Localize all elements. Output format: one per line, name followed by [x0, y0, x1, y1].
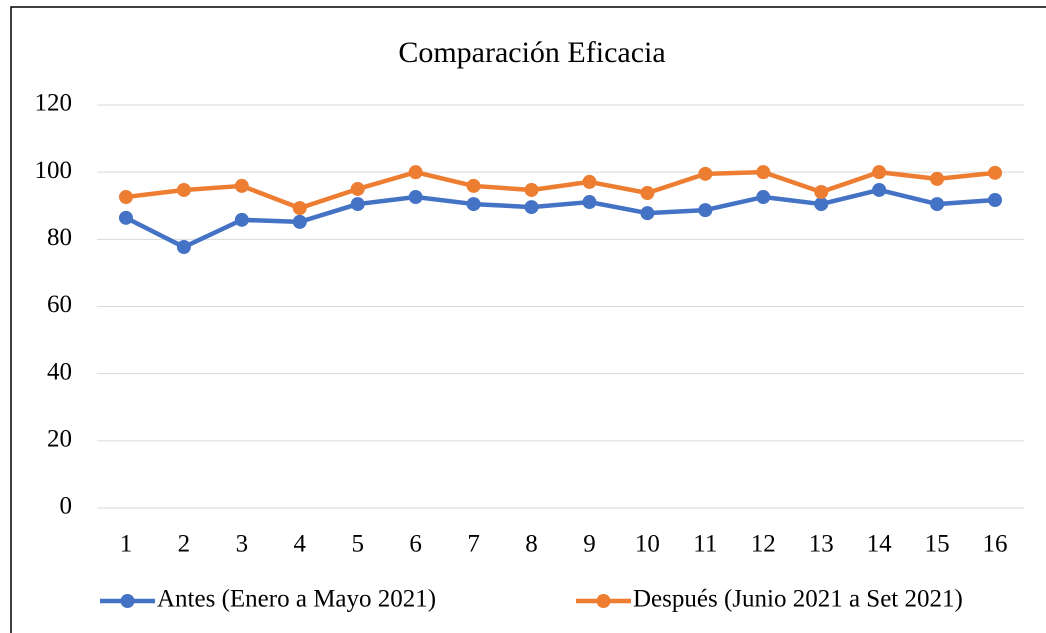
point	[466, 197, 481, 212]
point	[176, 182, 191, 197]
chart-frame	[10, 6, 1046, 633]
x-tick-label: 9	[583, 531, 596, 558]
point	[640, 185, 655, 200]
x-tick-label: 10	[635, 531, 660, 558]
point	[234, 212, 249, 227]
point	[118, 210, 133, 225]
x-tick-label: 12	[751, 531, 776, 558]
point	[698, 203, 713, 218]
chart-title: Comparación Eficacia	[398, 36, 665, 69]
series-line	[124, 187, 996, 250]
point	[988, 193, 1003, 208]
point	[814, 184, 829, 199]
x-tick-label: 3	[236, 531, 249, 558]
point	[292, 214, 307, 229]
x-tick-label: 8	[525, 531, 538, 558]
point	[930, 197, 945, 212]
x-tick-label: 4	[294, 531, 307, 558]
point	[350, 181, 365, 196]
y-tick-label: 60	[47, 291, 72, 318]
x-tick-label: 5	[351, 531, 364, 558]
point	[524, 200, 539, 215]
point	[582, 174, 597, 189]
x-tick-label: 15	[925, 531, 950, 558]
y-tick-label: 100	[35, 157, 73, 184]
y-tick-label: 80	[47, 224, 72, 251]
point	[872, 182, 887, 197]
point	[756, 165, 771, 180]
x-tick-label: 7	[467, 531, 480, 558]
series-line	[125, 169, 996, 211]
point	[872, 165, 887, 180]
legend-marker	[596, 594, 611, 608]
point	[408, 190, 423, 205]
point	[118, 190, 133, 205]
point	[234, 178, 249, 193]
y-tick-label: 20	[47, 426, 72, 453]
point	[756, 190, 771, 205]
x-tick-label: 6	[409, 531, 422, 558]
point	[524, 182, 539, 197]
legend-label: Después (Junio 2021 a Set 2021)	[633, 586, 963, 613]
point	[988, 165, 1003, 180]
point	[350, 197, 365, 212]
point	[930, 171, 945, 186]
point	[640, 206, 655, 221]
point	[582, 195, 597, 210]
point	[176, 240, 191, 255]
legend-label: Antes (Enero a Mayo 2021)	[157, 586, 436, 613]
x-tick-label: 11	[693, 531, 717, 558]
point	[698, 166, 713, 181]
y-tick-label: 40	[47, 358, 72, 385]
x-tick-label: 2	[178, 531, 191, 558]
y-tick-label: 0	[60, 493, 73, 520]
x-tick-label: 1	[120, 531, 133, 558]
point	[466, 178, 481, 193]
point	[292, 201, 307, 216]
point	[408, 165, 423, 180]
x-tick-label: 13	[809, 531, 834, 558]
legend-marker	[120, 594, 135, 608]
x-tick-label: 16	[983, 531, 1008, 558]
x-tick-label: 14	[867, 531, 893, 558]
y-tick-label: 120	[35, 90, 73, 117]
point	[814, 197, 829, 212]
